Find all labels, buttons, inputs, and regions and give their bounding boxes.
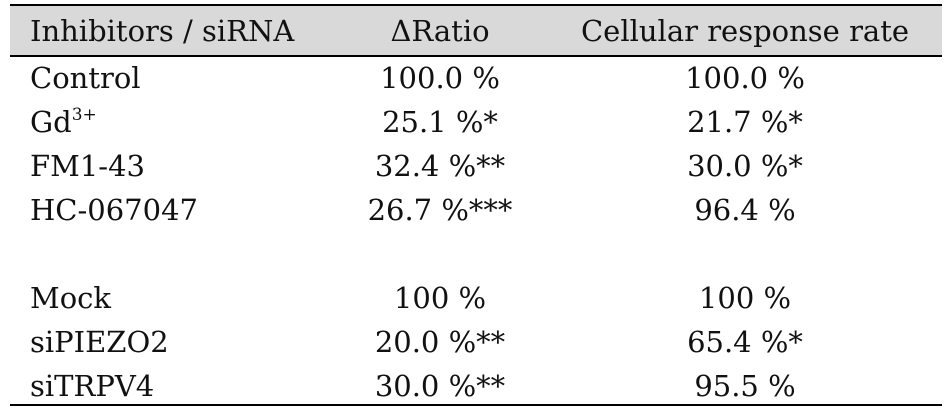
row-label: siPIEZO2 [30,320,169,364]
label-superscript: 3+ [71,105,97,125]
value-cell: 95.5 % [694,369,796,403]
label-text: Control [30,61,141,95]
value-cell: 26.7 %*** [367,193,513,227]
row-label: HC-067047 [30,188,198,232]
row-label: Mock [30,276,111,320]
value-cell: 32.4 %** [374,149,506,183]
value-cell: 30.0 %** [374,369,506,403]
label-text: siTRPV4 [30,369,155,403]
row-label: Gd3+ [30,100,97,144]
header-cell: Inhibitors / siRNA [30,14,295,48]
value-cell: 100 % [393,281,487,315]
header-band [10,6,942,55]
value-cell: 30.0 %* [687,149,803,183]
value-cell: 100.0 % [685,61,805,95]
row-label: siTRPV4 [30,364,154,408]
value-cell: 21.7 %* [687,105,803,139]
header-cell: Cellular response rate [580,14,910,48]
bottom-rule [10,404,942,406]
label-text: siPIEZO2 [30,325,169,359]
value-cell: 20.0 %** [374,325,506,359]
value-cell: 65.4 %* [687,325,803,359]
top-rule [10,4,942,6]
value-cell: 100 % [698,281,792,315]
row-label: Control [30,56,141,100]
value-cell: 25.1 %* [382,105,498,139]
label-text: HC-067047 [30,193,198,227]
label-text: FM1-43 [30,149,145,183]
label-text: Mock [30,281,111,315]
label-text: Gd [30,105,72,139]
row-label: FM1-43 [30,144,145,188]
header-rule [10,55,942,57]
value-cell: 96.4 % [694,193,796,227]
header-cell: ΔRatio [390,14,490,48]
value-cell: 100.0 % [380,61,500,95]
